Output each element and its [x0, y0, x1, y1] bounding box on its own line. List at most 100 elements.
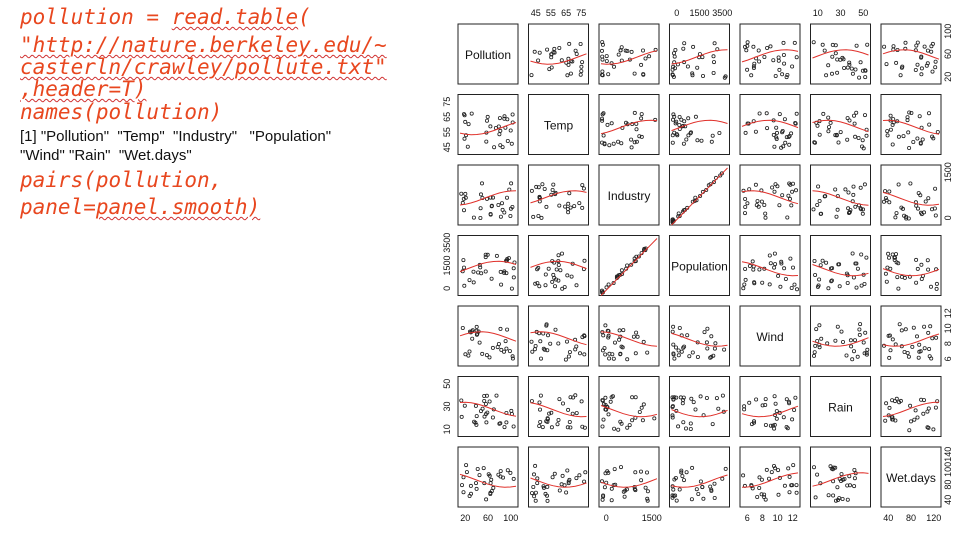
- data-point: [930, 336, 935, 341]
- data-point: [794, 483, 799, 488]
- data-point: [782, 117, 787, 122]
- data-point: [816, 184, 821, 189]
- data-point: [862, 351, 867, 356]
- data-point: [762, 202, 767, 207]
- data-point: [484, 139, 489, 144]
- data-point: [899, 65, 904, 70]
- data-point: [572, 204, 577, 209]
- data-point: [505, 138, 510, 143]
- data-point: [763, 397, 768, 402]
- data-point: [691, 400, 696, 405]
- right-tick-label: 0: [943, 215, 953, 220]
- data-point: [573, 48, 578, 53]
- data-point: [637, 134, 642, 139]
- data-point: [702, 330, 707, 335]
- data-point: [831, 493, 836, 498]
- data-point: [845, 280, 850, 285]
- data-point: [579, 64, 584, 69]
- data-point: [531, 214, 536, 219]
- data-point: [767, 476, 772, 481]
- data-point: [908, 403, 913, 408]
- data-point: [534, 184, 539, 189]
- data-point: [483, 401, 488, 406]
- data-point: [466, 122, 471, 127]
- code-line-3: casterln/crawley/pollute.txt": [20, 55, 387, 79]
- data-point: [495, 345, 500, 350]
- data-point: [634, 330, 639, 335]
- panel-frame: [739, 164, 801, 226]
- data-point: [903, 327, 908, 332]
- smooth-line: [600, 331, 658, 347]
- data-point: [786, 466, 791, 471]
- data-point: [771, 132, 776, 137]
- data-point: [571, 395, 576, 400]
- data-point: [618, 419, 623, 424]
- code-line-4: ,header=T): [20, 77, 147, 101]
- data-point: [926, 267, 931, 272]
- left-tick-label: 1500: [442, 255, 452, 275]
- data-point: [925, 425, 930, 430]
- data-point: [535, 267, 540, 272]
- data-point: [890, 398, 895, 403]
- data-point: [641, 48, 646, 53]
- data-point: [743, 277, 748, 282]
- data-point: [501, 349, 506, 354]
- data-point: [933, 405, 938, 410]
- data-point: [865, 42, 870, 47]
- data-point: [914, 43, 919, 48]
- data-point: [934, 286, 939, 291]
- data-point: [538, 419, 543, 424]
- data-point: [787, 133, 792, 138]
- data-point: [841, 339, 846, 344]
- data-point: [902, 349, 907, 354]
- data-point: [537, 50, 542, 55]
- smooth-line: [671, 332, 728, 347]
- data-point: [645, 498, 650, 503]
- data-point: [884, 401, 889, 406]
- data-point: [772, 265, 777, 270]
- smooth-line: [812, 472, 869, 487]
- data-point: [679, 349, 684, 354]
- data-point: [511, 266, 516, 271]
- data-point: [533, 490, 538, 495]
- data-point: [488, 211, 493, 216]
- data-point: [794, 188, 799, 193]
- data-point: [679, 470, 684, 475]
- data-point: [637, 409, 642, 414]
- data-point: [768, 44, 773, 49]
- data-point: [934, 335, 939, 340]
- data-point: [677, 487, 682, 492]
- left-tick-label: 45: [442, 142, 452, 152]
- data-point: [862, 182, 867, 187]
- data-point: [556, 253, 561, 258]
- data-point: [857, 327, 862, 332]
- data-point: [568, 395, 573, 400]
- data-point: [883, 271, 888, 276]
- data-point: [712, 346, 717, 351]
- data-point: [830, 42, 835, 47]
- data-point: [670, 219, 675, 224]
- data-point: [929, 284, 934, 289]
- data-point: [705, 346, 710, 351]
- data-point: [779, 261, 784, 266]
- data-point: [680, 474, 685, 479]
- data-point: [698, 479, 703, 484]
- data-point: [604, 54, 609, 59]
- data-point: [817, 323, 822, 328]
- data-point: [745, 201, 750, 206]
- data-point: [907, 110, 912, 115]
- data-point: [840, 55, 845, 60]
- data-point: [677, 115, 682, 120]
- data-point: [499, 347, 504, 352]
- data-point: [676, 348, 681, 353]
- data-point: [695, 138, 700, 143]
- data-point: [853, 67, 858, 72]
- data-point: [888, 348, 893, 353]
- data-point: [790, 483, 795, 488]
- data-point: [613, 340, 618, 345]
- panel-frame: [739, 305, 801, 367]
- data-point: [887, 333, 892, 338]
- data-point: [678, 395, 683, 400]
- data-point: [563, 357, 568, 362]
- data-point: [507, 349, 512, 354]
